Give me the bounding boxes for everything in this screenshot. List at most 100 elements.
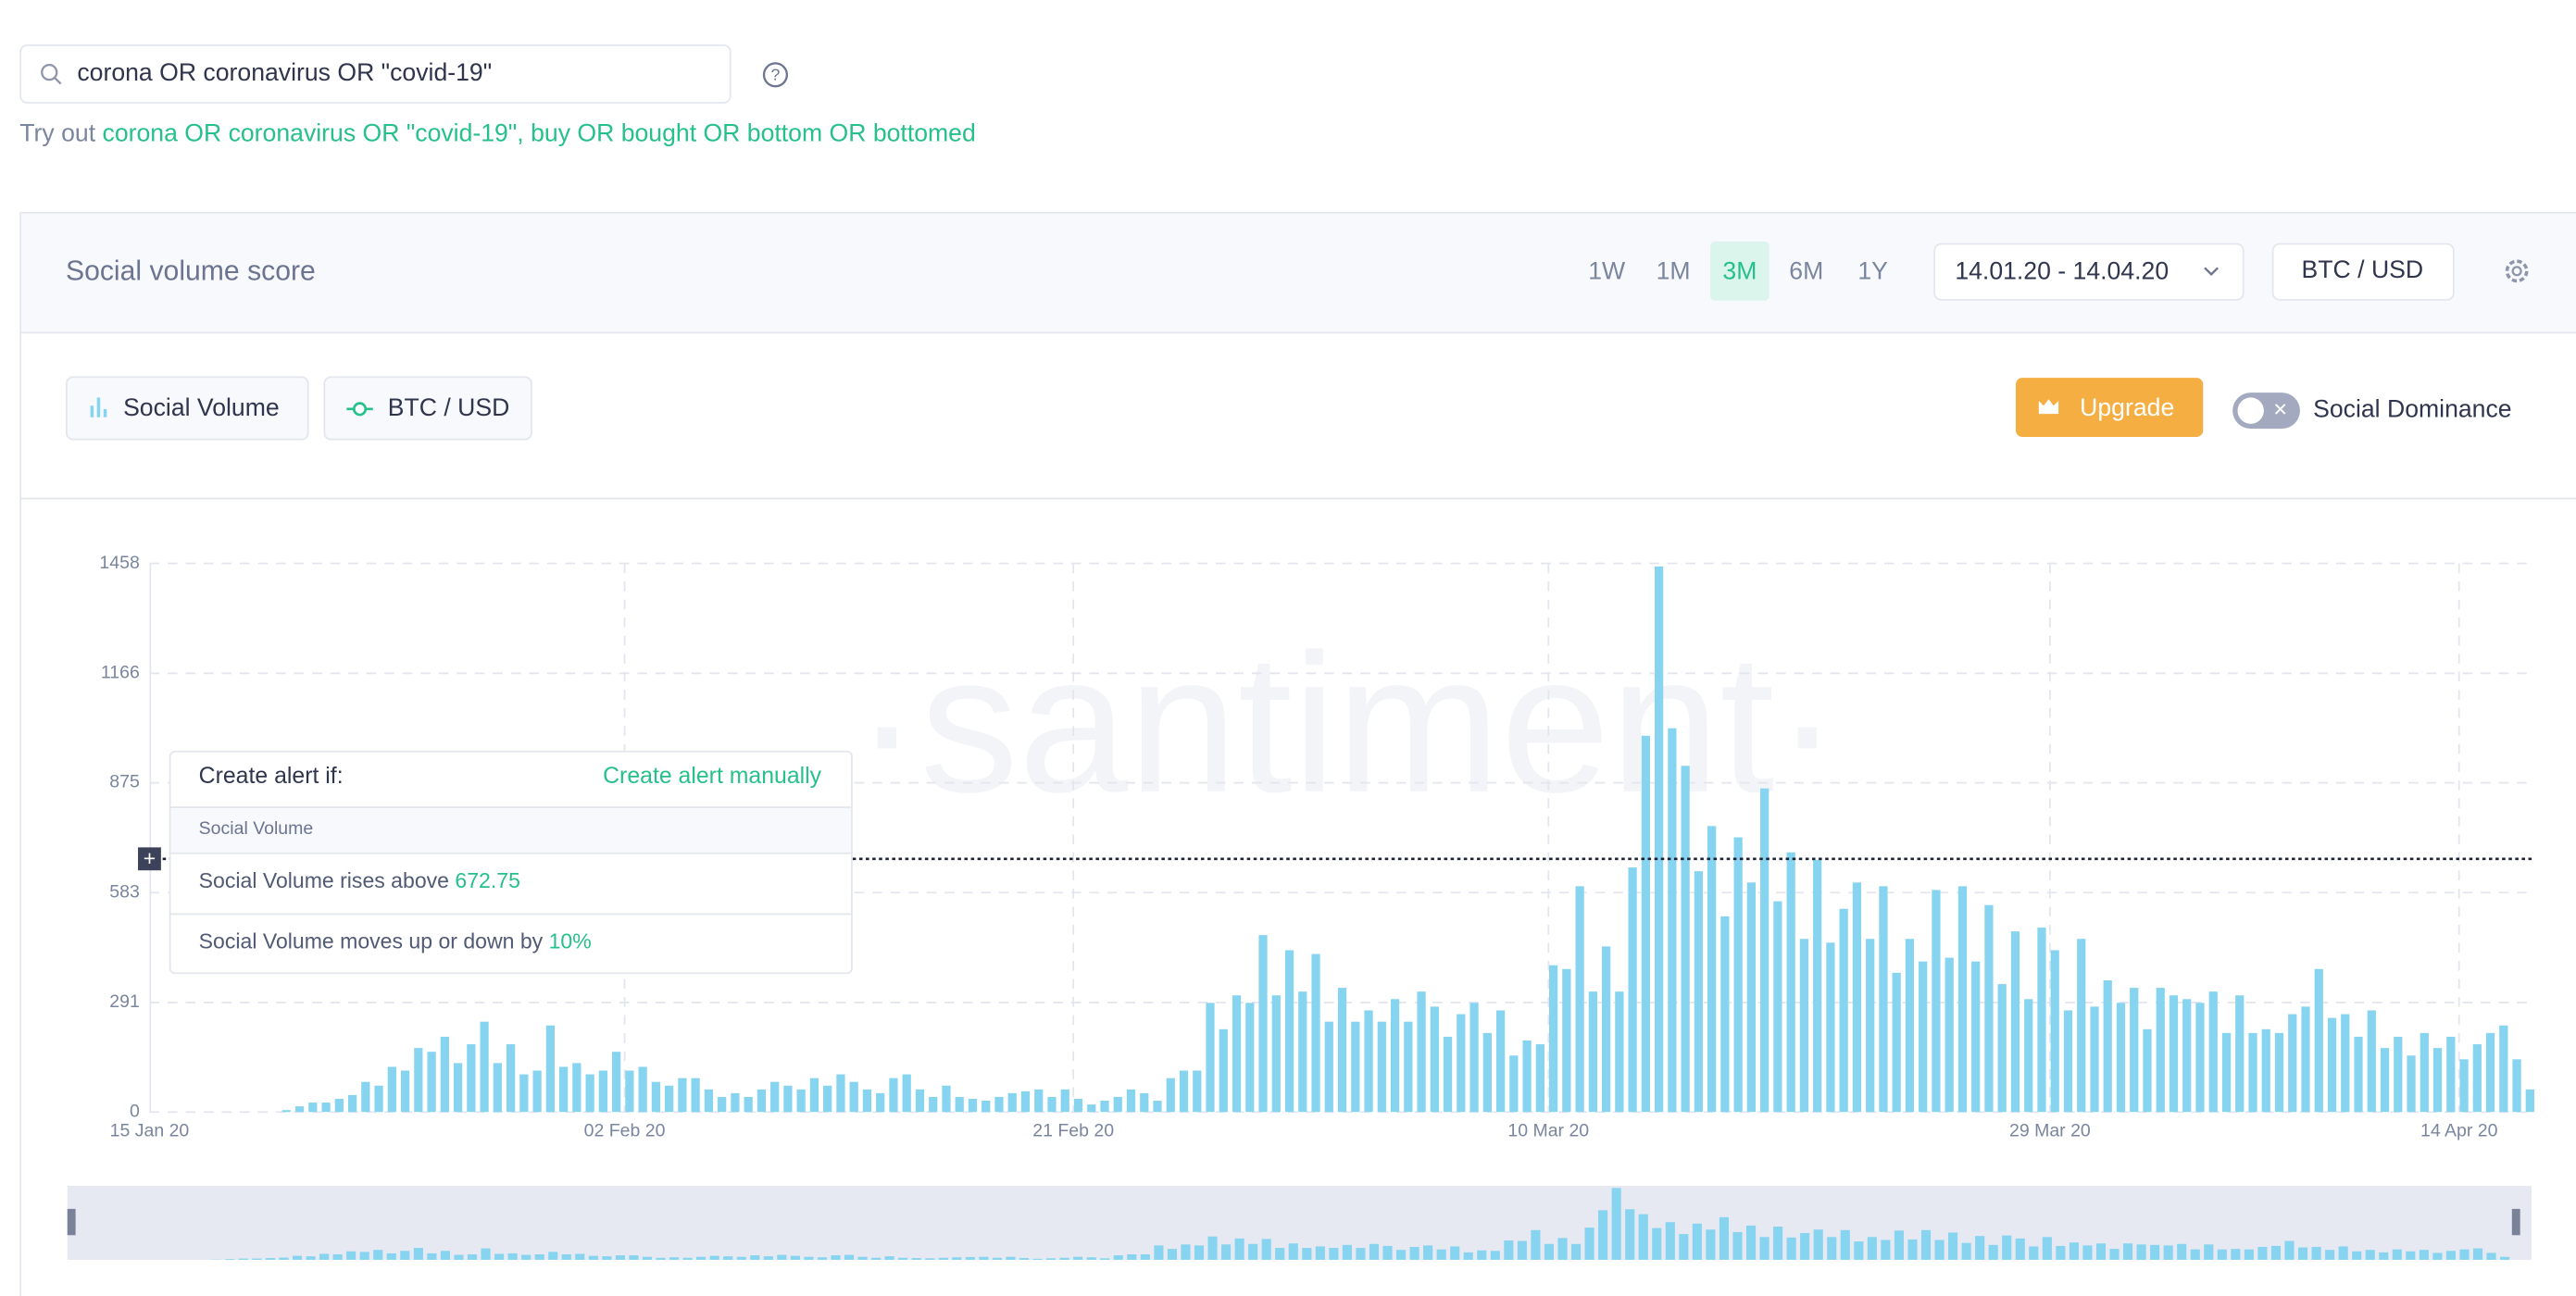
bar [757, 1089, 767, 1113]
suggestion-link[interactable]: buy OR bought OR bottom OR bottomed [531, 119, 976, 147]
navigator-bar [2486, 1252, 2496, 1260]
navigator-bar [2056, 1245, 2066, 1260]
bar [1641, 735, 1650, 1113]
bar [691, 1078, 700, 1113]
navigator-bar [2069, 1242, 2079, 1260]
bar [2472, 1044, 2482, 1113]
bar [929, 1096, 938, 1113]
range-button[interactable]: 1M [1657, 257, 1691, 285]
bar [1522, 1040, 1532, 1113]
date-range[interactable] [1933, 243, 2245, 301]
bar [1271, 995, 1281, 1113]
bar [1469, 1003, 1479, 1113]
range-button[interactable]: 6M [1789, 257, 1823, 285]
bar [1193, 1070, 1202, 1113]
bar [1852, 882, 1862, 1113]
navigator-bar [2082, 1245, 2093, 1260]
navigator-bar [1786, 1237, 1796, 1260]
navigator-bar [332, 1254, 343, 1260]
pair-button[interactable] [2271, 243, 2455, 301]
bar [1786, 852, 1795, 1113]
navigator-bar [481, 1248, 491, 1260]
bar [2248, 1032, 2257, 1113]
navigator-bar [2392, 1249, 2402, 1260]
metric-chip[interactable] [323, 376, 532, 441]
navigator[interactable] [67, 1186, 2532, 1260]
bar [2525, 1089, 2534, 1113]
bar [467, 1044, 476, 1113]
settings-icon [2511, 266, 2522, 277]
navigator-bar [1073, 1256, 1083, 1260]
navigator-bar [1894, 1230, 1904, 1260]
bar [2090, 1006, 2099, 1113]
y-tick-label: 1458 [99, 553, 139, 573]
settings-icon[interactable] [2505, 259, 2529, 283]
upgrade-button[interactable] [2015, 378, 2204, 438]
navigator-bar [467, 1254, 478, 1260]
bar [638, 1066, 647, 1113]
suggestion-link[interactable]: corona OR coronavirus OR "covid-19" [103, 119, 518, 147]
bar [453, 1063, 463, 1113]
navigator-bar [1329, 1248, 1339, 1260]
x-tick-label: 29 Mar 20 [2009, 1121, 2091, 1141]
navigator-bar [1584, 1227, 1594, 1260]
navigator-bar [1867, 1237, 1877, 1260]
bar [625, 1070, 634, 1113]
navigator-bar [238, 1258, 248, 1260]
navigator-bar [1477, 1250, 1487, 1260]
bar [1919, 961, 1928, 1113]
navigator-handle[interactable] [67, 1208, 76, 1236]
navigator-bar [1369, 1243, 1380, 1260]
x-tick-label: 10 Mar 20 [1507, 1121, 1589, 1141]
navigator-bar [2217, 1249, 2227, 1260]
help-icon[interactable] [762, 62, 789, 88]
navigator-bar [602, 1256, 612, 1260]
alert-rule[interactable]: Social Volume moves up or down by 10% [199, 929, 592, 953]
navigator-bar [1504, 1240, 1514, 1260]
search-box[interactable] [19, 44, 732, 104]
navigator-bar [2190, 1249, 2200, 1260]
navigator-bar [2445, 1251, 2456, 1260]
bar [2485, 1032, 2495, 1113]
navigator-bar [1261, 1239, 1271, 1260]
navigator-bar [2379, 1252, 2389, 1260]
rule-text: Social Volume moves up or down by [199, 929, 544, 953]
navigator-bar [884, 1256, 894, 1260]
navigator-bar [1490, 1251, 1500, 1260]
bar [2037, 928, 2046, 1113]
range-button[interactable]: 1W [1588, 257, 1626, 285]
bar [823, 1085, 832, 1113]
bar [281, 1110, 291, 1113]
navigator-handle[interactable] [2511, 1208, 2520, 1236]
bar [1113, 1096, 1122, 1113]
bar [1760, 788, 1769, 1113]
navigator-bar [1975, 1236, 1985, 1260]
bar [361, 1081, 370, 1113]
threshold-handle-plus: + [144, 846, 156, 870]
navigator-bar [2231, 1249, 2241, 1260]
range-button[interactable]: 3M [1722, 257, 1757, 285]
metric-chip[interactable] [65, 376, 309, 441]
alert-rule[interactable]: Social Volume rises above 672.75 [199, 868, 520, 892]
alert-section-title: Social Volume [199, 818, 314, 839]
bar [427, 1052, 436, 1113]
bar [2407, 1055, 2416, 1113]
navigator-bar [265, 1258, 276, 1260]
navigator-bar [1436, 1249, 1446, 1260]
bar [2077, 939, 2086, 1113]
watermark: ·santiment· [854, 614, 1840, 834]
bar [1126, 1089, 1136, 1113]
line-icon [353, 402, 368, 417]
navigator-bar [2136, 1244, 2146, 1260]
alert-action[interactable]: Create alert manually [603, 764, 822, 789]
threshold-handle [138, 847, 161, 871]
navigator-bar [534, 1254, 544, 1260]
bar [1879, 886, 1888, 1113]
bar [994, 1096, 1004, 1113]
range-button[interactable]: 1Y [1857, 257, 1888, 285]
bar [1430, 1006, 1439, 1113]
navigator-bar [1221, 1244, 1232, 1260]
navigator-bar [1692, 1223, 1702, 1260]
bar [1087, 1104, 1096, 1113]
